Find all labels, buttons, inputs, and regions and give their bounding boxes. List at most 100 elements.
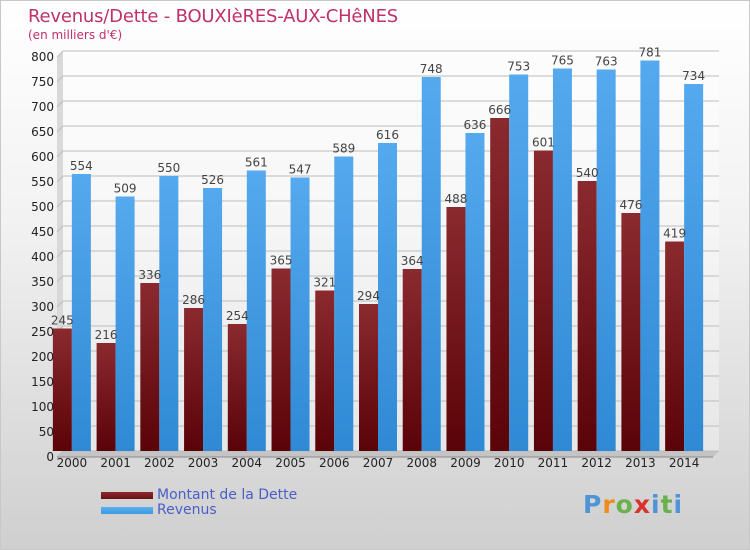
debt-bar — [665, 241, 685, 451]
revenus-value-label: 748 — [420, 62, 443, 76]
revenus-bar — [509, 74, 529, 451]
y-tick-label: 200 — [31, 350, 54, 364]
debt-value-label: 540 — [576, 166, 599, 180]
debt-bar — [227, 324, 247, 451]
debt-bar — [533, 150, 553, 451]
revenus-value-label: 765 — [551, 54, 574, 68]
debt-bar — [621, 213, 641, 451]
revenus-value-label: 734 — [682, 69, 705, 83]
logo-letter: t — [660, 490, 674, 519]
revenus-bar — [246, 170, 266, 451]
revenus-value-label: 781 — [638, 46, 661, 60]
logo-letter: x — [633, 490, 651, 519]
revenus-bar — [640, 60, 660, 451]
y-tick-label: 400 — [31, 250, 54, 264]
y-tick-label: 350 — [31, 275, 54, 289]
debt-value-label: 364 — [401, 254, 424, 268]
gridline — [56, 100, 719, 108]
debt-bar — [315, 290, 335, 451]
logo-letter: r — [602, 490, 616, 519]
debt-value-label: 294 — [357, 289, 380, 303]
debt-bar — [446, 207, 466, 451]
debt-value-label: 365 — [270, 254, 293, 268]
revenus-bar — [684, 84, 704, 451]
proxiti-logo: Proxiti — [583, 490, 683, 519]
debt-bar — [577, 181, 597, 451]
bars-layer — [52, 60, 704, 451]
debt-value-label: 419 — [663, 227, 686, 241]
x-tick-label: 2010 — [494, 456, 525, 470]
x-tick-label: 2000 — [57, 456, 88, 470]
revenus-bar — [290, 177, 310, 451]
debt-value-label: 666 — [488, 103, 511, 117]
y-tick-label: 250 — [31, 325, 54, 339]
debt-value-label: 245 — [51, 314, 74, 328]
logo-letter: i — [673, 490, 684, 519]
legend-label-debt: Montant de la Dette — [157, 487, 298, 503]
revenus-value-label: 547 — [289, 163, 312, 177]
y-tick-label: 150 — [31, 375, 54, 389]
y-tick-label: 750 — [31, 75, 54, 89]
y-tick-label: 500 — [31, 200, 54, 214]
plot-floor — [57, 451, 719, 457]
chart-title: Revenus/Dette - BOUXIèRES-AUX-CHêNES — [28, 6, 398, 27]
debt-value-label: 321 — [313, 276, 336, 290]
revenus-value-label: 561 — [245, 156, 268, 170]
revenus-value-label: 509 — [114, 182, 137, 196]
revenus-value-label: 616 — [376, 128, 399, 142]
revenus-value-label: 526 — [201, 173, 224, 187]
legend-item-revenus: Revenus — [101, 503, 297, 518]
revenus-value-label: 589 — [332, 142, 355, 156]
logo-letter: P — [583, 490, 603, 519]
x-tick-label: 2003 — [188, 456, 219, 470]
legend-item-debt: Montant de la Dette — [101, 488, 297, 503]
x-tick-label: 2001 — [100, 456, 131, 470]
chart-subtitle: (en milliers d'€) — [28, 28, 123, 42]
debt-value-label: 216 — [95, 328, 118, 342]
debt-bar — [359, 304, 378, 451]
logo-letter: i — [651, 490, 661, 519]
revenus-bar — [552, 68, 572, 451]
x-tick-label: 2005 — [275, 456, 306, 470]
x-tick-label: 2009 — [450, 456, 481, 470]
debt-bar — [402, 269, 422, 451]
x-tick-label: 2002 — [144, 456, 175, 470]
revenus-value-label: 636 — [464, 118, 487, 132]
revenus-bar — [159, 176, 179, 451]
debt-value-label: 286 — [182, 293, 205, 307]
debt-bar — [140, 283, 160, 451]
revenus-value-label: 554 — [70, 159, 93, 173]
debt-value-label: 601 — [532, 136, 555, 150]
revenus-bar — [596, 69, 616, 451]
y-tick-label: 50 — [39, 425, 54, 439]
x-tick-label: 2011 — [538, 456, 569, 470]
x-tick-label: 2008 — [406, 456, 437, 470]
y-tick-label: 650 — [31, 125, 54, 139]
y-tick-label: 550 — [31, 175, 54, 189]
debt-value-label: 336 — [138, 268, 161, 282]
y-tick-label: 300 — [31, 300, 54, 314]
revenus-bar — [378, 143, 397, 451]
y-tick-label: 450 — [31, 225, 54, 239]
debt-bar — [184, 308, 204, 451]
y-tick-label: 700 — [31, 100, 54, 114]
y-tick-label: 0 — [46, 450, 54, 464]
debt-value-label: 476 — [619, 198, 642, 212]
y-tick-label: 800 — [31, 50, 54, 64]
logo-letter: o — [615, 490, 634, 519]
revenus-value-label: 763 — [595, 55, 618, 69]
y-tick-label: 100 — [31, 400, 54, 414]
x-tick-label: 2004 — [232, 456, 263, 470]
revenus-bar — [421, 77, 441, 451]
legend: Montant de la Dette Revenus — [101, 488, 297, 518]
revenus-bar — [465, 133, 485, 451]
revenus-bar — [203, 188, 223, 451]
debt-bar — [52, 328, 72, 451]
x-tick-label: 2014 — [669, 456, 700, 470]
x-tick-label: 2012 — [581, 456, 612, 470]
labels-layer: 0 50 100 150 200 250 300 350 400 450 500 550 600 650 7… — [31, 46, 705, 471]
gridline — [56, 75, 719, 83]
debt-bar — [271, 268, 291, 451]
